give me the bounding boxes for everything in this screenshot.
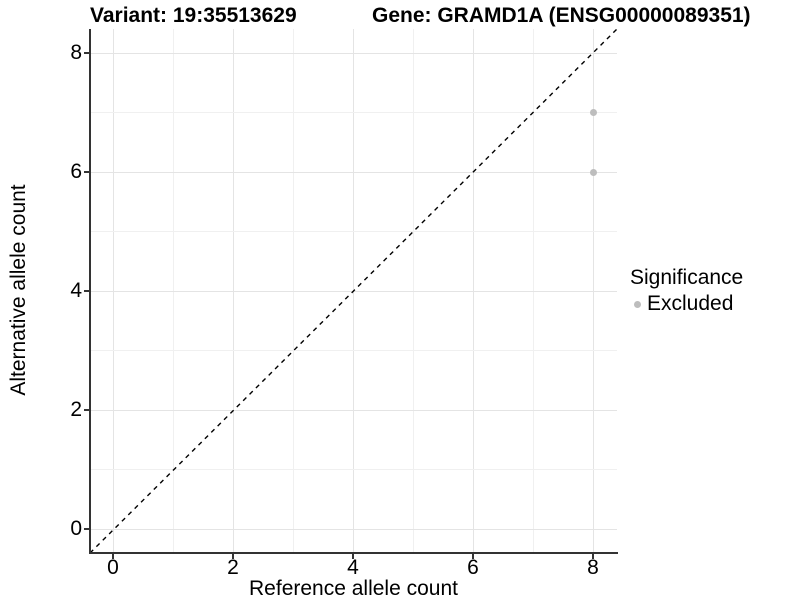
data-point-8-7 [590, 109, 597, 116]
gridline-major-y0 [90, 529, 617, 530]
gridline-major-y6 [90, 172, 617, 173]
gridline-minor-y1 [90, 469, 617, 470]
y-tick-label-6: 6 [70, 160, 82, 183]
x-tick-0 [112, 554, 114, 559]
y-axis-line [89, 29, 91, 554]
x-tick-6 [472, 554, 474, 559]
y-tick-label-0: 0 [70, 517, 82, 540]
x-axis-title: Reference allele count [249, 577, 458, 600]
x-axis-line [89, 552, 618, 554]
x-tick-label-6: 6 [467, 556, 479, 579]
x-tick-label-2: 2 [227, 556, 239, 579]
y-tick-6 [84, 171, 89, 173]
gridline-major-y2 [90, 410, 617, 411]
legend-item-excluded: Excluded [630, 292, 743, 316]
x-tick-label-4: 4 [347, 556, 359, 579]
y-tick-2 [84, 409, 89, 411]
y-tick-label-8: 8 [70, 41, 82, 64]
legend-title: Significance [630, 266, 744, 289]
legend-item-label: Excluded [647, 292, 734, 315]
gene-title: Gene: GRAMD1A (ENSG00000089351) [372, 4, 751, 27]
x-tick-label-0: 0 [107, 556, 119, 579]
x-tick-4 [352, 554, 354, 559]
x-tick-label-8: 8 [587, 556, 599, 579]
legend: Significance Excluded [630, 266, 743, 316]
gridline-major-y8 [90, 53, 617, 54]
identity-reference-line [90, 29, 617, 553]
variant-title: Variant: 19:35513629 [90, 4, 297, 27]
plot-panel [90, 29, 617, 553]
y-tick-0 [84, 528, 89, 530]
y-tick-8 [84, 52, 89, 54]
y-axis-title: Alternative allele count [7, 184, 30, 396]
x-tick-8 [592, 554, 594, 559]
excluded-point-icon [634, 300, 641, 308]
gridline-minor-y7 [90, 112, 617, 113]
y-tick-label-4: 4 [70, 279, 82, 302]
gridline-minor-y3 [90, 350, 617, 351]
x-tick-2 [232, 554, 234, 559]
y-tick-4 [84, 290, 89, 292]
y-tick-label-2: 2 [70, 398, 82, 421]
gridline-minor-y5 [90, 231, 617, 232]
data-point-8-6 [590, 169, 597, 176]
